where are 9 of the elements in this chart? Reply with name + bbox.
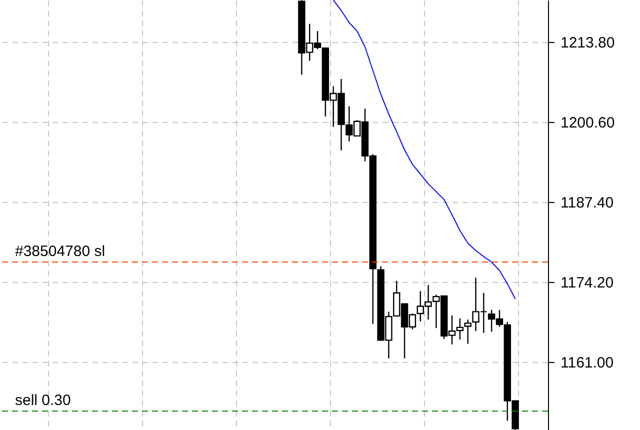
y-tick-label: 1161.00 (560, 354, 614, 372)
candlestick (464, 318, 472, 344)
y-tick-label: 1200.60 (560, 114, 615, 132)
y-tick-label: 1187.40 (560, 194, 614, 212)
y-tick-label: 1174.20 (560, 274, 614, 292)
line-series (332, 0, 516, 300)
y-tick-label: 1213.80 (560, 34, 615, 52)
ref-line-label: #38504780 sl (15, 243, 106, 260)
ref-line-label: sell 0.30 (15, 392, 71, 410)
